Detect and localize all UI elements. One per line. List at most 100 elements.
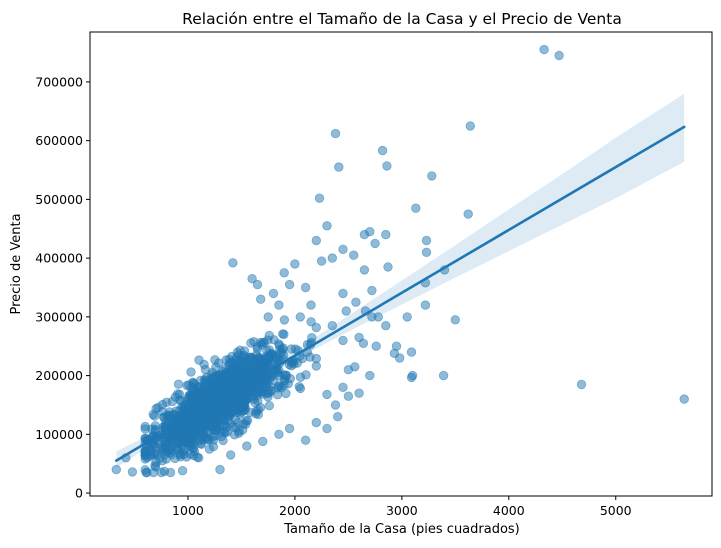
- regression-line-layer: [115, 125, 686, 462]
- data-point: [306, 300, 316, 310]
- data-point: [186, 383, 197, 393]
- data-point: [351, 297, 361, 307]
- data-point: [250, 397, 260, 408]
- data-point: [274, 300, 284, 310]
- y-tick-label: 500000: [35, 192, 83, 207]
- y-tick-label: 200000: [35, 368, 83, 383]
- data-point: [225, 450, 236, 460]
- data-point: [200, 433, 210, 443]
- data-point: [539, 44, 549, 55]
- data-point: [295, 312, 306, 322]
- data-point: [172, 437, 182, 448]
- data-point: [427, 171, 437, 181]
- data-point: [377, 145, 388, 156]
- data-point: [274, 429, 284, 440]
- y-tick-label: 300000: [35, 309, 83, 324]
- x-tick-label: 5000: [600, 503, 632, 518]
- data-point: [421, 247, 432, 258]
- data-point: [264, 401, 275, 411]
- data-point: [263, 312, 273, 322]
- data-point: [679, 394, 689, 404]
- data-point: [186, 367, 196, 377]
- data-point: [256, 294, 266, 304]
- data-point: [338, 382, 348, 393]
- data-point: [242, 415, 253, 426]
- regression-line: [115, 125, 686, 462]
- data-point: [262, 388, 273, 399]
- data-point: [235, 345, 245, 355]
- data-point: [421, 235, 432, 246]
- data-point: [554, 50, 564, 61]
- data-point: [205, 421, 216, 432]
- data-point: [170, 392, 181, 402]
- x-tick-label: 4000: [493, 503, 525, 518]
- data-point: [322, 221, 332, 231]
- y-tick-label: 400000: [35, 251, 83, 266]
- data-point: [249, 337, 259, 347]
- data-point: [219, 386, 229, 396]
- y-tick-label: 600000: [35, 133, 83, 148]
- data-point: [411, 203, 421, 213]
- data-point: [197, 390, 207, 401]
- data-point: [237, 425, 248, 435]
- data-point: [204, 444, 215, 454]
- data-point: [354, 332, 364, 343]
- data-point: [450, 315, 461, 325]
- data-point: [279, 329, 289, 340]
- data-point: [194, 355, 204, 365]
- data-point: [245, 386, 256, 396]
- x-tick-label: 3000: [386, 503, 418, 518]
- data-point: [311, 235, 322, 246]
- data-point: [370, 238, 380, 249]
- data-point: [367, 285, 377, 296]
- data-point: [327, 253, 338, 263]
- data-point: [343, 365, 354, 375]
- y-tick-label: 700000: [35, 74, 83, 89]
- data-point: [322, 389, 332, 400]
- data-point: [349, 250, 359, 260]
- data-point: [382, 161, 392, 171]
- data-point: [338, 244, 348, 255]
- data-point: [381, 229, 391, 240]
- data-point: [247, 274, 257, 284]
- data-point: [395, 353, 405, 363]
- data-point: [148, 467, 159, 478]
- data-point: [365, 370, 375, 381]
- data-point: [185, 441, 196, 451]
- data-point: [383, 262, 393, 272]
- data-point: [281, 388, 291, 399]
- data-point: [206, 411, 217, 421]
- data-point: [273, 383, 283, 393]
- data-point: [193, 400, 203, 410]
- data-point: [258, 436, 268, 447]
- data-point: [311, 322, 322, 333]
- data-point: [381, 321, 391, 331]
- axes-layer: 1000 2000 3000 4000 5000 0 100000 200000 300000 4…: [35, 31, 713, 518]
- data-point: [330, 128, 341, 139]
- data-point: [140, 446, 150, 456]
- x-tick-label: 2000: [279, 503, 311, 518]
- data-point: [284, 423, 295, 434]
- data-point: [311, 417, 322, 428]
- data-point: [290, 344, 301, 354]
- data-point: [290, 259, 300, 269]
- data-point: [218, 435, 228, 446]
- data-point: [140, 465, 150, 475]
- data-point: [327, 321, 338, 331]
- data-point: [127, 467, 138, 477]
- data-point: [322, 423, 332, 434]
- data-point: [177, 466, 188, 476]
- data-point: [223, 416, 233, 426]
- data-point: [301, 370, 311, 380]
- data-point: [228, 258, 238, 268]
- data-point: [157, 399, 168, 410]
- data-point: [391, 341, 402, 351]
- data-point: [253, 409, 263, 420]
- scatter-points-layer: [111, 44, 689, 478]
- data-point: [334, 162, 344, 172]
- data-point: [223, 371, 234, 381]
- data-point: [210, 355, 220, 365]
- data-point: [248, 363, 258, 373]
- data-point: [359, 265, 370, 275]
